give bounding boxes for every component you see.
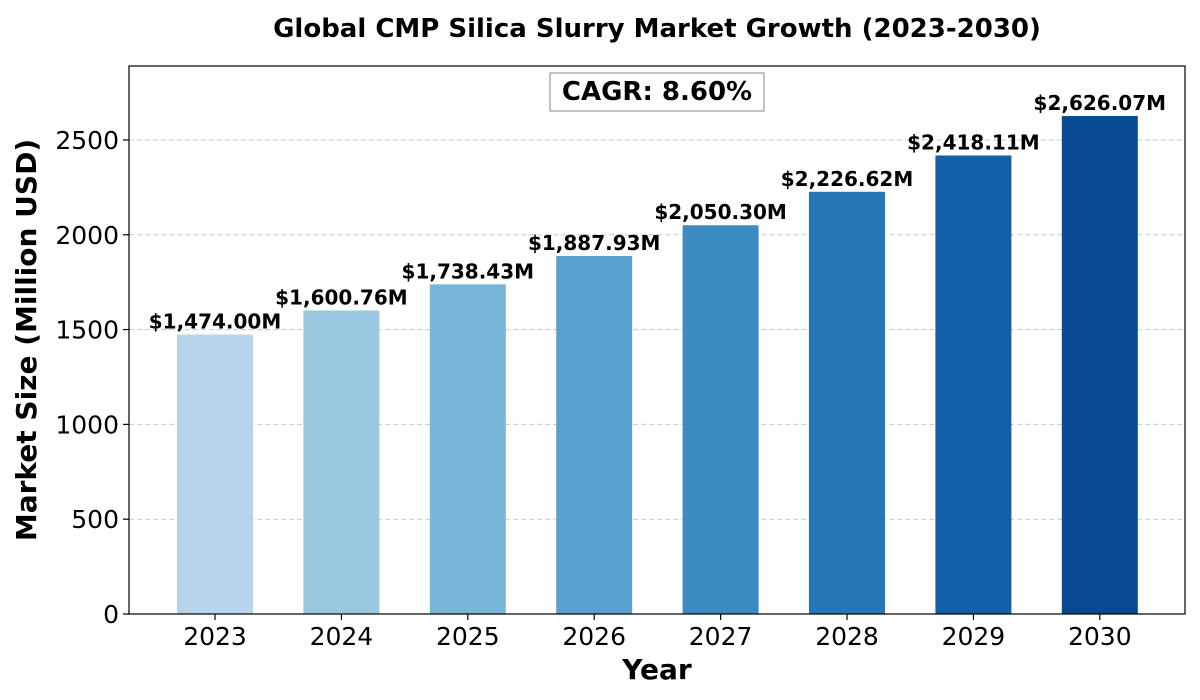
data-label: $1,738.43M	[402, 259, 535, 283]
bar-2024	[303, 310, 380, 614]
bar-2028	[809, 191, 885, 614]
y-tick-label: 1000	[55, 410, 119, 439]
y-tick-label: 2500	[55, 126, 119, 155]
x-tick-label: 2024	[310, 622, 374, 651]
data-label: $2,418.11M	[907, 130, 1040, 154]
chart-title: Global CMP Silica Slurry Market Growth (…	[273, 14, 1041, 44]
bars	[177, 116, 1138, 615]
x-axis-ticks: 2023 2024 2025 2026 2027 2028 2029 2030	[183, 614, 1132, 651]
y-axis-label: Market Size (Million USD)	[10, 139, 43, 541]
bar-2030	[1061, 116, 1138, 615]
x-tick-label: 2023	[183, 622, 247, 651]
data-label: $2,626.07M	[1034, 91, 1167, 115]
x-tick-label: 2027	[689, 622, 753, 651]
data-label: $1,887.93M	[528, 231, 661, 255]
x-tick-label: 2026	[562, 622, 626, 651]
y-tick-label: 0	[103, 600, 119, 629]
x-tick-label: 2030	[1068, 622, 1132, 651]
bar-2026	[556, 256, 633, 614]
y-tick-label: 500	[71, 505, 119, 534]
bar-2029	[935, 155, 1012, 614]
bar-2023	[177, 334, 253, 614]
bar-2027	[682, 225, 759, 614]
grid	[129, 139, 1185, 520]
data-label: $2,050.30M	[654, 200, 787, 224]
plot-frame	[128, 65, 1186, 615]
y-tick-label: 1500	[55, 316, 119, 345]
cagr-text: CAGR: 8.60%	[562, 77, 752, 107]
y-tick-label: 2000	[55, 221, 119, 250]
data-labels: $1,474.00M$1,600.76M$1,738.43M $1,887.93M…	[149, 91, 1166, 333]
cagr-box	[549, 72, 765, 112]
data-label: $1,600.76M	[275, 285, 408, 309]
data-label: $1,474.00M	[149, 310, 282, 334]
x-tick-label: 2025	[436, 622, 500, 651]
y-axis-ticks: 0 500 1000 1500 2000 2500	[55, 126, 129, 629]
x-tick-label: 2028	[815, 622, 879, 651]
cagr-annotation: CAGR: 8.60%	[549, 72, 765, 112]
bar-2025	[429, 284, 506, 614]
x-axis-label: Year	[621, 653, 692, 686]
x-tick-label: 2029	[942, 622, 1006, 651]
data-label: $2,226.62M	[781, 167, 914, 191]
